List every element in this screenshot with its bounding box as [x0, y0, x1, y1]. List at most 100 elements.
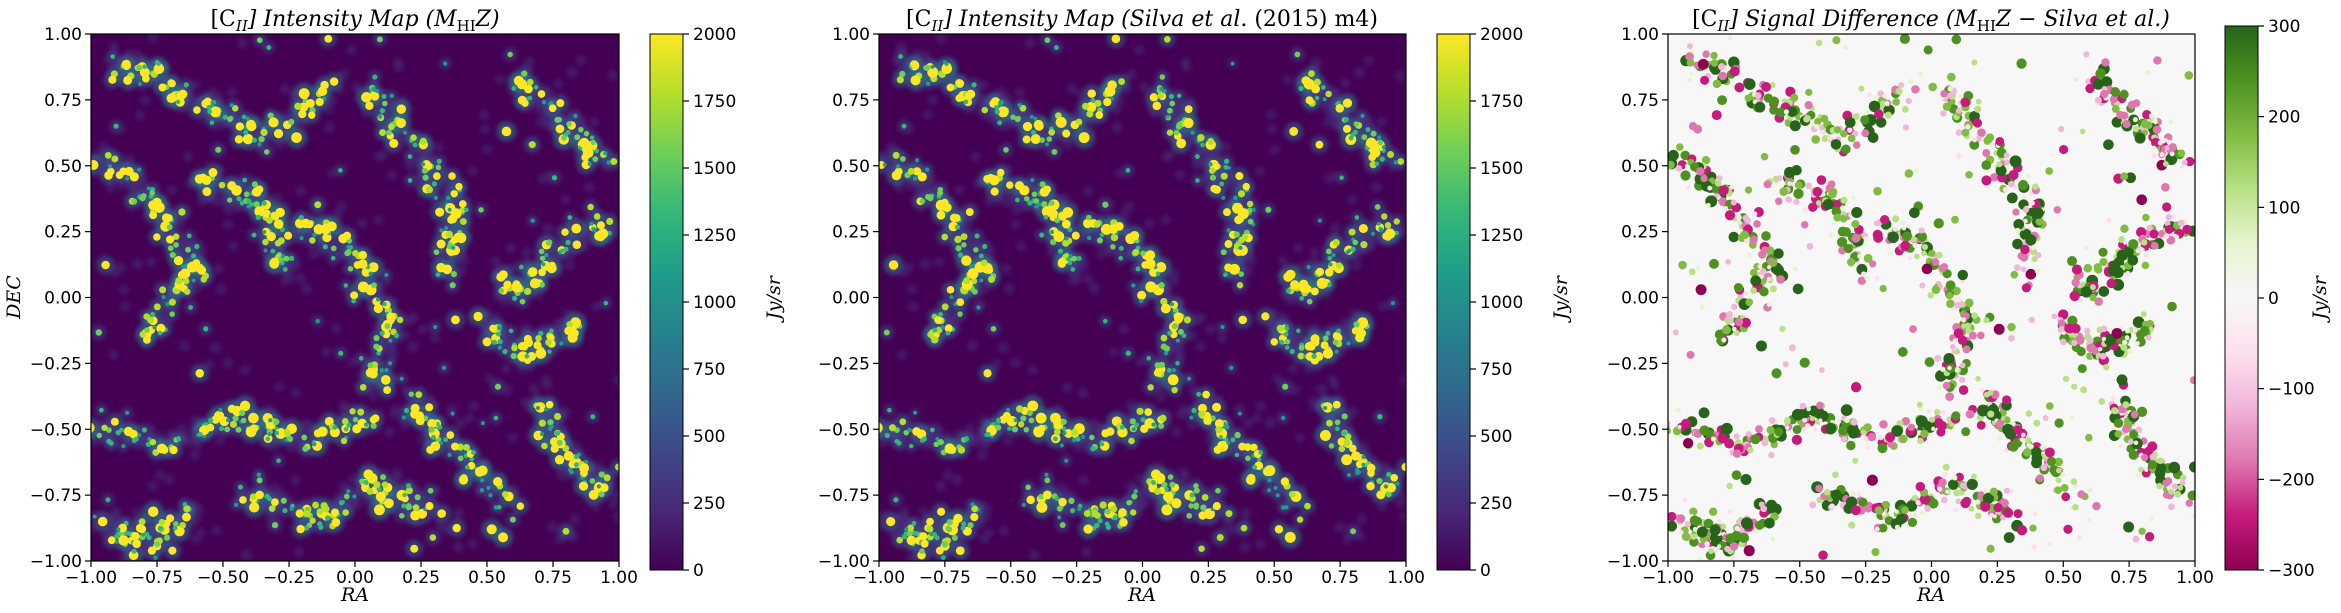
- heatmap-peak: [167, 245, 174, 252]
- heatmap-peak: [387, 361, 393, 366]
- heatmap-peak: [567, 332, 578, 343]
- heatmap-blob: [1172, 344, 1183, 355]
- heatmap-peak: [556, 439, 563, 446]
- heatmap-blob: [215, 283, 227, 295]
- heatmap-peak: [315, 97, 324, 107]
- heatmap-blob: [133, 439, 145, 450]
- heatmap-blob: [490, 256, 501, 267]
- panel1-colorbar-strip: [649, 33, 684, 571]
- heatmap-blob: [1000, 120, 1012, 132]
- heatmap-peak: [193, 106, 201, 114]
- heatmap-peak: [299, 235, 304, 241]
- heatmap-blob: [484, 373, 495, 384]
- heatmap-peak: [554, 455, 565, 465]
- heatmap-peak: [156, 61, 161, 66]
- heatmap-peak: [425, 403, 434, 412]
- heatmap-peak: [564, 326, 573, 336]
- heatmap-peak: [312, 232, 317, 238]
- heatmap-peak: [412, 142, 418, 148]
- heatmap-blob: [1078, 258, 1089, 269]
- heatmap-blob: [1286, 295, 1297, 306]
- heatmap-blob: [576, 55, 587, 66]
- heatmap-blob: [1292, 243, 1303, 254]
- heatmap-peak: [124, 166, 134, 176]
- heatmap-blob: [1096, 248, 1107, 260]
- colorbar-tick-label: 2000: [693, 25, 736, 45]
- heatmap-blob: [131, 258, 143, 270]
- heatmap-peak: [555, 430, 561, 436]
- heatmap-peak: [350, 291, 359, 300]
- heatmap-peak: [322, 505, 330, 513]
- heatmap-blob: [189, 449, 200, 461]
- heatmap-blob: [1335, 345, 1346, 356]
- heatmap-peak: [501, 491, 509, 498]
- heatmap-peak: [408, 391, 415, 397]
- heatmap-blob: [547, 521, 558, 533]
- heatmap-blob: [348, 473, 359, 484]
- heatmap-peak: [312, 442, 317, 447]
- heatmap-blob: [271, 488, 282, 499]
- heatmap-peak: [229, 420, 237, 428]
- heatmap-peak: [131, 548, 137, 554]
- heatmap-blob: [607, 497, 619, 509]
- heatmap-peak: [235, 122, 245, 131]
- heatmap-peak: [431, 181, 438, 187]
- heatmap-peak: [352, 424, 362, 434]
- heatmap-peak: [482, 337, 492, 347]
- heatmap-peak: [556, 99, 565, 108]
- heatmap-peak: [152, 197, 162, 208]
- heatmap-blob: [613, 375, 619, 386]
- heatmap-peak: [141, 427, 148, 433]
- heatmap-peak: [229, 103, 234, 108]
- heatmap-blob: [91, 436, 100, 448]
- heatmap-peak: [437, 509, 446, 518]
- heatmap-peak: [570, 317, 582, 329]
- heatmap-peak: [131, 532, 140, 541]
- heatmap-peak: [345, 249, 352, 256]
- heatmap-peak: [574, 134, 581, 141]
- heatmap-peak: [358, 356, 364, 361]
- heatmap-peak: [320, 223, 331, 235]
- heatmap-peak: [283, 255, 290, 262]
- heatmap-peak: [168, 298, 176, 306]
- heatmap-peak: [550, 437, 560, 447]
- heatmap-blob: [560, 194, 571, 205]
- heatmap-peak: [105, 497, 111, 503]
- heatmap-peak: [371, 414, 380, 423]
- heatmap-peak: [521, 70, 528, 77]
- heatmap-peak: [367, 473, 378, 484]
- heatmap-peak: [245, 119, 256, 130]
- heatmap-peak: [119, 427, 124, 433]
- heatmap-blob: [186, 92, 197, 104]
- heatmap-blob: [1077, 387, 1089, 399]
- heatmap-peak: [507, 51, 513, 58]
- panel1-heatmap: [91, 34, 619, 561]
- heatmap-blob: [182, 437, 194, 448]
- heatmap-peak: [164, 214, 173, 222]
- heatmap-peak: [342, 231, 352, 240]
- heatmap-peak: [108, 440, 114, 446]
- heatmap-peak: [121, 59, 131, 69]
- heatmap-peak: [178, 208, 186, 216]
- heatmap-blob: [357, 218, 368, 229]
- heatmap-blob: [391, 467, 402, 478]
- heatmap-peak: [375, 88, 380, 94]
- heatmap-peak: [179, 521, 187, 529]
- heatmap-peak: [260, 128, 268, 137]
- heatmap-peak: [524, 353, 530, 359]
- heatmap-blob: [569, 513, 580, 524]
- heatmap-blob: [1015, 241, 1026, 252]
- heatmap-blob: [482, 144, 493, 155]
- heatmap-peak: [107, 536, 116, 545]
- heatmap-peak: [172, 525, 178, 531]
- heatmap-blob: [212, 92, 223, 103]
- heatmap-peak: [371, 86, 376, 92]
- heatmap-peak: [598, 471, 605, 478]
- heatmap-peak: [98, 407, 104, 413]
- heatmap-peak: [388, 338, 393, 343]
- heatmap-peak: [376, 297, 381, 302]
- heatmap-peak: [573, 113, 578, 119]
- heatmap-blob: [154, 469, 165, 481]
- heatmap-peak: [493, 505, 499, 510]
- heatmap-blob: [970, 151, 981, 162]
